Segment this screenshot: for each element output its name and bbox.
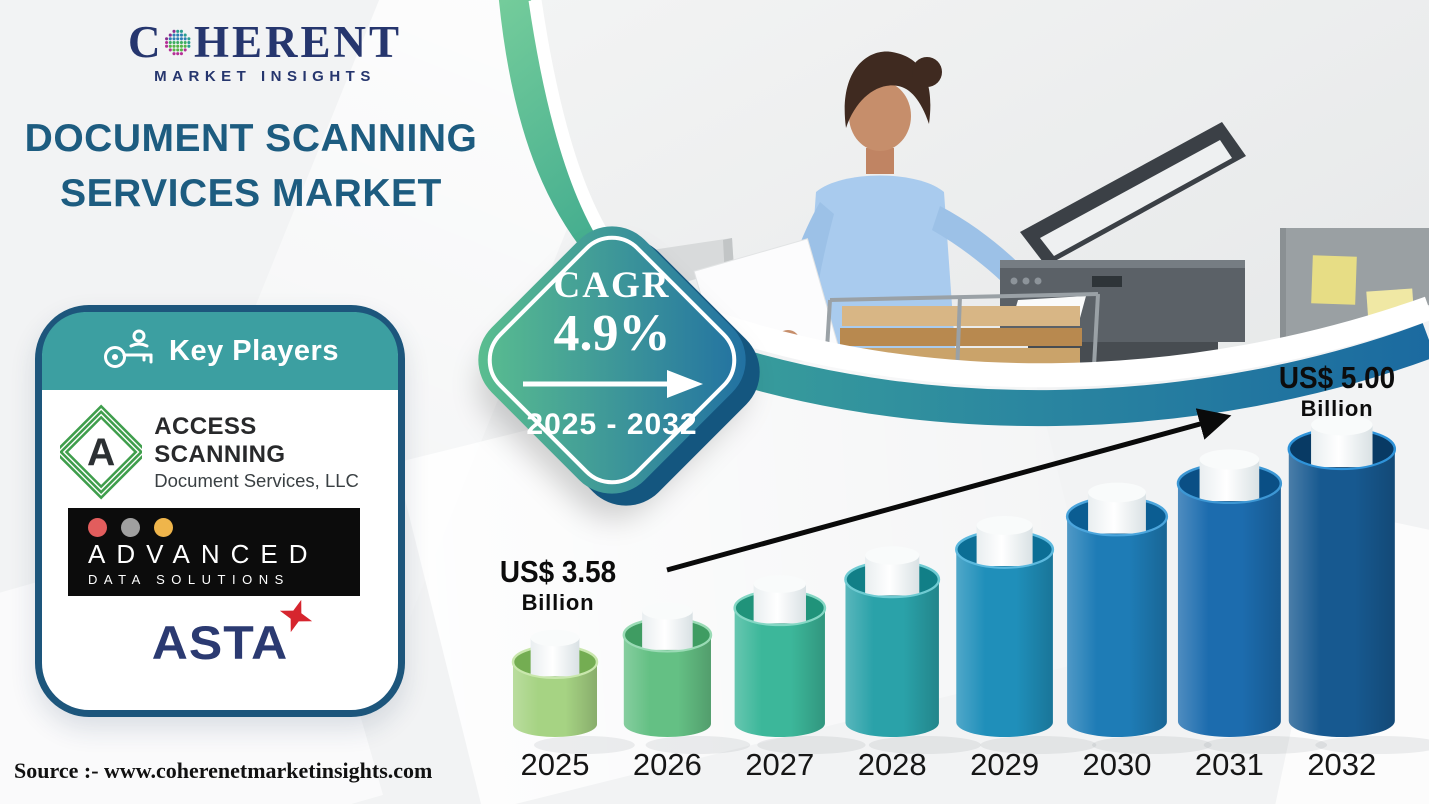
title-line-1: DOCUMENT SCANNING xyxy=(24,117,478,160)
trend-arrow xyxy=(666,408,1232,573)
end-value-annotation: US$ 5.00 Billion xyxy=(1262,360,1412,422)
page-title: DOCUMENT SCANNING SERVICES MARKET xyxy=(10,112,492,221)
title-line-2: SERVICES MARKET xyxy=(60,171,442,215)
dotted-globe-icon xyxy=(164,29,190,56)
ads-dots-icon xyxy=(88,518,360,537)
cagr-value: 4.9% xyxy=(553,305,671,362)
swoosh-white xyxy=(647,288,1429,388)
key-icon xyxy=(104,329,153,368)
year-label-2026: 2026 xyxy=(633,747,702,782)
cagr-badge-content: CAGR 4.9% 2025 - 2032 xyxy=(478,264,746,442)
year-label-2028: 2028 xyxy=(858,747,927,782)
bar-cylinder-2029: 2029 xyxy=(955,515,1097,782)
logo-subtitle: MARKET INSIGHTS xyxy=(154,68,376,85)
end-value: US$ 5.00 xyxy=(1278,360,1396,395)
year-label-2031: 2031 xyxy=(1195,747,1264,782)
asta-star-icon xyxy=(280,599,313,633)
source-credit: Source :- www.coherenetmarketinsights.co… xyxy=(14,758,433,783)
access-monogram: A xyxy=(87,432,115,475)
key-players-title: Key Players xyxy=(169,334,339,367)
access-scanning-logo-icon: A xyxy=(60,404,143,500)
market-bar-chart: 2025 2026 2027 2028 2029 2030 2031 2032 xyxy=(511,408,1429,782)
bar-cylinder-2031: 2031 xyxy=(1176,449,1328,782)
bar-cylinder-2030: 2030 xyxy=(1065,482,1212,782)
player-asta: ASTA xyxy=(42,599,398,672)
start-value-annotation: US$ 3.58 Billion xyxy=(483,554,633,616)
player-access-scanning: A ACCESS SCANNING Document Services, LLC xyxy=(60,404,390,500)
access-name: ACCESS SCANNING xyxy=(154,412,286,468)
year-label-2029: 2029 xyxy=(970,747,1039,782)
key-players-panel: Key Players A ACCESS SCANNING Document S… xyxy=(35,305,405,717)
end-unit: Billion xyxy=(1300,396,1374,421)
player-advanced-data-solutions: ADVANCED DATA SOLUTIONS xyxy=(68,508,360,596)
bar-cylinder-2026: 2026 xyxy=(622,602,751,782)
start-unit: Billion xyxy=(521,590,595,615)
ads-subname: DATA SOLUTIONS xyxy=(88,571,290,587)
bar-cylinder-2027: 2027 xyxy=(733,575,866,782)
logo-letter-c: C xyxy=(128,17,161,67)
access-subname: Document Services, LLC xyxy=(154,469,359,491)
bar-cylinder-2032: 2032 xyxy=(1287,414,1429,782)
cagr-period: 2025 - 2032 xyxy=(526,407,698,441)
key-players-header: Key Players xyxy=(42,312,398,390)
cagr-arrow-icon xyxy=(523,369,703,398)
year-label-2027: 2027 xyxy=(745,747,814,782)
start-value: US$ 3.58 xyxy=(499,554,617,589)
bar-cylinder-2025: 2025 xyxy=(511,629,635,782)
logo-wordmark: HERENT xyxy=(193,17,402,67)
coherent-logo: C HERENT MARKET INSIGHTS xyxy=(128,17,402,86)
asta-name: ASTA xyxy=(151,616,289,670)
bar-cylinder-2028: 2028 xyxy=(844,546,981,782)
cagr-label: CAGR xyxy=(553,265,671,306)
year-label-2030: 2030 xyxy=(1083,747,1152,782)
year-label-2032: 2032 xyxy=(1307,747,1376,782)
year-label-2025: 2025 xyxy=(521,747,590,782)
ads-name: ADVANCED xyxy=(88,539,319,569)
